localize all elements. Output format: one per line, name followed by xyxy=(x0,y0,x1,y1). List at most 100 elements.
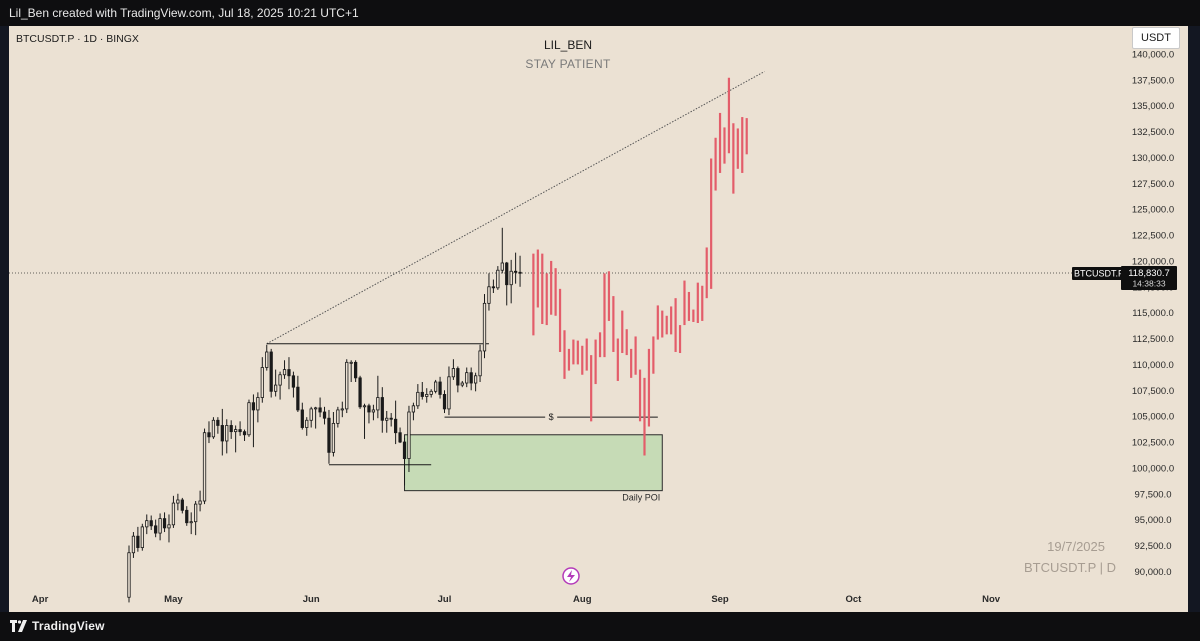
candle-body xyxy=(207,432,211,438)
candle-body xyxy=(145,520,149,528)
candle-body xyxy=(367,405,371,413)
price-tick-label: 127,500.0 xyxy=(1132,179,1174,190)
candle-body xyxy=(465,372,469,384)
candle-body xyxy=(425,394,429,397)
lightning-icon xyxy=(562,567,580,585)
candle-body xyxy=(247,402,251,436)
candle-body xyxy=(127,552,131,598)
candle-body xyxy=(416,391,420,407)
watermark-date: 19/7/2025 xyxy=(1047,539,1105,554)
countdown-timer: 14:38:33 xyxy=(1132,279,1165,289)
candle-body xyxy=(265,351,269,368)
candle-body xyxy=(478,350,482,377)
candle-body xyxy=(345,361,349,410)
candle-body xyxy=(380,397,384,421)
candle-body xyxy=(158,518,162,534)
candle-body xyxy=(194,503,198,523)
candle-body xyxy=(447,376,451,410)
candle-body xyxy=(429,390,433,395)
candle-body xyxy=(225,425,229,442)
candle-body xyxy=(513,270,518,273)
price-tick-label: 105,000.0 xyxy=(1132,412,1174,423)
candle-body xyxy=(234,429,238,433)
time-tick-label: May xyxy=(164,594,183,605)
candle-body xyxy=(314,407,318,410)
candle-body xyxy=(376,397,380,411)
price-tick-label: 130,000.0 xyxy=(1132,153,1174,164)
symbol-legend[interactable]: BTCUSDT.P · 1D · BINGX xyxy=(16,33,139,45)
candle-body xyxy=(185,509,189,524)
price-tick-label: 115,000.0 xyxy=(1132,308,1174,319)
time-tick-label: Jun xyxy=(303,594,320,605)
candle-body xyxy=(340,408,344,411)
candle-body xyxy=(136,535,140,548)
price-tick-label: 120,000.0 xyxy=(1132,256,1174,267)
liquidity-label: $ xyxy=(549,412,554,422)
candle-body xyxy=(336,409,340,424)
candle-body xyxy=(149,520,153,527)
candle-body xyxy=(402,441,407,459)
price-tick-label: 100,000.0 xyxy=(1132,463,1174,474)
currency-button[interactable]: USDT xyxy=(1132,27,1180,49)
price-axis-group: 90,000.0 92,500.0 95,000.0 97,500.0 100,000.… xyxy=(1132,49,1174,577)
daily-poi-zone xyxy=(404,434,663,492)
candle-body xyxy=(482,302,487,352)
candle-body xyxy=(518,271,522,274)
candle-body xyxy=(171,502,176,526)
drawing-lines-group: $ xyxy=(9,71,1120,466)
candle-body xyxy=(318,407,322,413)
candle-body xyxy=(274,384,278,392)
price-tick-label: 95,000.0 xyxy=(1135,515,1172,526)
candle-body xyxy=(354,361,358,379)
price-tick-label: 90,000.0 xyxy=(1135,567,1172,578)
symbol-price-tag: BTCUSDT.P xyxy=(1074,269,1124,279)
price-tick-label: 125,000.0 xyxy=(1132,205,1174,216)
price-tick-label: 112,500.0 xyxy=(1132,334,1174,345)
time-tick-label: Jul xyxy=(438,594,452,605)
candle-body xyxy=(434,381,438,392)
candle-body xyxy=(487,286,491,304)
candle-body xyxy=(438,381,442,395)
candle-body xyxy=(140,526,144,548)
candle-body xyxy=(362,405,367,408)
chart-frame[interactable] xyxy=(9,26,1188,612)
candle-body xyxy=(238,429,242,433)
candle-body xyxy=(451,368,456,378)
candle-body xyxy=(460,382,464,386)
candle-body xyxy=(198,500,202,505)
candle-body xyxy=(420,391,424,397)
projection-group xyxy=(532,77,748,456)
candle-body xyxy=(202,432,207,502)
candle-body xyxy=(162,518,167,529)
candle-body xyxy=(242,431,247,436)
candle-body xyxy=(509,270,513,286)
candle-body xyxy=(496,269,500,289)
candle-body xyxy=(154,525,158,534)
candle-body xyxy=(331,422,336,453)
current-price-tag-bg xyxy=(1121,266,1177,291)
time-axis-group: Apr May Jun Jul Aug Sep Oct Nov xyxy=(32,594,1001,605)
candle-body xyxy=(260,367,264,398)
candle-body xyxy=(282,369,287,376)
watermark-symbol: BTCUSDT.P | D xyxy=(1024,560,1116,575)
time-tick-label: Oct xyxy=(845,594,862,605)
candle-body xyxy=(456,368,460,386)
footer-bar: TradingView xyxy=(0,612,1200,641)
candle-body xyxy=(131,535,136,554)
price-tick-label: 97,500.0 xyxy=(1135,489,1172,500)
candle-body xyxy=(251,402,256,411)
candle-body xyxy=(371,409,376,413)
candle-body xyxy=(389,417,393,420)
daily-poi-zone-group: Daily POI xyxy=(404,434,663,503)
candle-body xyxy=(358,377,362,408)
candle-body xyxy=(269,351,273,392)
candle-body xyxy=(309,408,313,421)
price-tick-label: 102,500.0 xyxy=(1132,438,1174,449)
price-tick-label: 135,000.0 xyxy=(1132,101,1174,112)
candle-body xyxy=(229,425,233,433)
time-tick-label: Nov xyxy=(982,594,1001,605)
tradingview-logo-icon xyxy=(10,620,27,632)
price-tick-label: 110,000.0 xyxy=(1132,360,1174,371)
symbol-price-tag-bg xyxy=(1072,267,1126,281)
